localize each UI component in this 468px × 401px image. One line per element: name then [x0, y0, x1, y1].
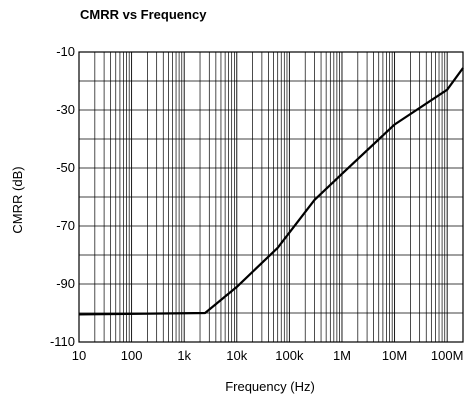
y-tick-label: -10: [56, 44, 75, 59]
x-tick-label: 10k: [226, 348, 247, 363]
x-tick-label: 100: [121, 348, 143, 363]
x-axis-label: Frequency (Hz): [225, 379, 315, 394]
x-tick-label: 100M: [431, 348, 464, 363]
x-tick-label: 1k: [177, 348, 191, 363]
axis-ticks: 10 100 1k 10k 100k 1M 10M 100M -10 -30 -50 -70 -90 -1…: [50, 44, 463, 363]
y-axis-label: CMRR (dB): [10, 166, 25, 233]
series-layer: [78, 67, 464, 316]
chart-grid: [79, 52, 463, 342]
y-tick-label: -50: [56, 160, 75, 175]
x-tick-label: 100k: [275, 348, 304, 363]
y-tick-label: -90: [56, 276, 75, 291]
x-tick-label: 10: [72, 348, 86, 363]
cmrr-curve: [78, 67, 464, 316]
y-tick-label: -30: [56, 102, 75, 117]
x-tick-label: 10M: [382, 348, 407, 363]
plot-frame: [78, 51, 464, 343]
x-tick-label: 1M: [333, 348, 351, 363]
y-tick-label: -110: [50, 334, 75, 349]
y-tick-label: -70: [56, 218, 75, 233]
chart-title: CMRR vs Frequency: [80, 7, 207, 22]
